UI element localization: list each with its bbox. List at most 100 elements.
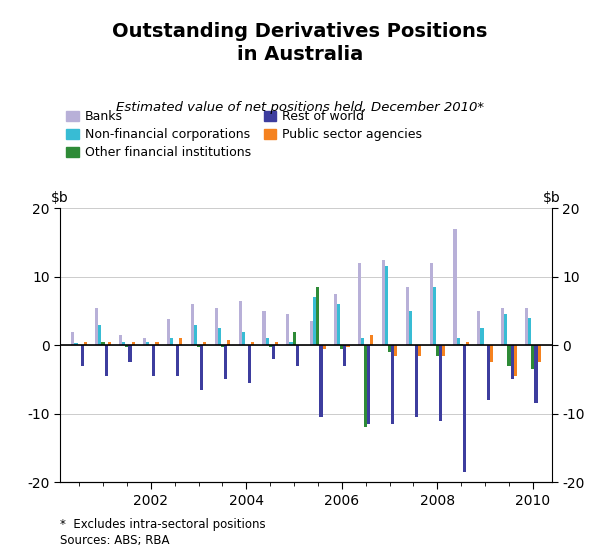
Text: Sources: ABS; RBA: Sources: ABS; RBA — [60, 534, 170, 547]
Bar — [343, 345, 346, 366]
Bar — [131, 342, 134, 345]
Bar — [143, 339, 146, 345]
Bar — [262, 311, 266, 345]
Bar — [146, 342, 149, 345]
Bar — [364, 345, 367, 427]
Bar — [490, 345, 493, 362]
Bar — [242, 332, 245, 345]
Bar — [391, 345, 394, 424]
Bar — [266, 339, 269, 345]
Bar — [457, 339, 460, 345]
Bar — [367, 345, 370, 424]
Bar — [251, 342, 254, 345]
Bar — [340, 345, 343, 349]
Bar — [71, 332, 74, 345]
Bar — [334, 294, 337, 345]
Bar — [316, 287, 319, 345]
Bar — [514, 345, 517, 376]
Bar — [227, 340, 230, 345]
Bar — [346, 345, 350, 347]
Bar — [101, 342, 104, 345]
Bar — [433, 287, 436, 345]
Text: $b: $b — [543, 191, 561, 206]
Bar — [442, 345, 445, 356]
Bar — [104, 345, 107, 376]
Bar — [358, 263, 361, 345]
Text: Estimated value of net positions held, December 2010*: Estimated value of net positions held, D… — [116, 101, 484, 115]
Bar — [538, 345, 541, 362]
Bar — [122, 342, 125, 345]
Bar — [508, 345, 511, 366]
Bar — [382, 260, 385, 345]
Legend: Banks, Non-financial corporations, Other financial institutions, Rest of world, : Banks, Non-financial corporations, Other… — [66, 110, 422, 159]
Bar — [535, 345, 538, 403]
Bar — [98, 324, 101, 345]
Bar — [128, 345, 131, 362]
Bar — [74, 343, 77, 345]
Bar — [454, 229, 457, 345]
Bar — [269, 345, 272, 347]
Bar — [224, 345, 227, 379]
Bar — [385, 266, 388, 345]
Bar — [296, 345, 299, 366]
Bar — [532, 345, 535, 369]
Bar — [203, 342, 206, 345]
Bar — [525, 307, 528, 345]
Bar — [313, 297, 316, 345]
Bar — [289, 342, 293, 345]
Bar — [215, 307, 218, 345]
Bar — [221, 345, 224, 347]
Bar — [394, 345, 397, 356]
Bar — [436, 345, 439, 356]
Bar — [528, 318, 532, 345]
Bar — [200, 345, 203, 390]
Bar — [511, 345, 514, 379]
Bar — [415, 345, 418, 417]
Bar — [286, 315, 289, 345]
Bar — [197, 345, 200, 347]
Bar — [84, 342, 87, 345]
Bar — [463, 345, 466, 472]
Bar — [466, 342, 469, 345]
Bar — [310, 321, 313, 345]
Bar — [152, 345, 155, 376]
Bar — [119, 335, 122, 345]
Bar — [487, 345, 490, 400]
Bar — [293, 332, 296, 345]
Bar — [478, 311, 481, 345]
Bar — [191, 304, 194, 345]
Bar — [167, 319, 170, 345]
Bar — [176, 345, 179, 376]
Bar — [439, 345, 442, 421]
Bar — [505, 315, 508, 345]
Text: *  Excludes intra-sectoral positions: * Excludes intra-sectoral positions — [60, 518, 266, 531]
Bar — [361, 339, 364, 345]
Bar — [179, 339, 182, 345]
Bar — [239, 301, 242, 345]
Bar — [460, 344, 463, 345]
Bar — [125, 345, 128, 347]
Text: Outstanding Derivatives Positions
in Australia: Outstanding Derivatives Positions in Aus… — [112, 22, 488, 65]
Bar — [272, 345, 275, 359]
Bar — [370, 335, 373, 345]
Bar — [319, 345, 323, 417]
Bar — [501, 307, 505, 345]
Bar — [80, 345, 84, 366]
Bar — [248, 345, 251, 383]
Bar — [218, 328, 221, 345]
Bar — [170, 339, 173, 345]
Bar — [95, 307, 98, 345]
Text: $b: $b — [51, 191, 69, 206]
Bar — [481, 328, 484, 345]
Bar — [409, 311, 412, 345]
Bar — [194, 324, 197, 345]
Bar — [323, 345, 326, 349]
Bar — [388, 345, 391, 352]
Bar — [155, 342, 158, 345]
Bar — [430, 263, 433, 345]
Bar — [107, 342, 111, 345]
Bar — [337, 304, 340, 345]
Bar — [406, 287, 409, 345]
Bar — [275, 342, 278, 345]
Bar — [418, 345, 421, 356]
